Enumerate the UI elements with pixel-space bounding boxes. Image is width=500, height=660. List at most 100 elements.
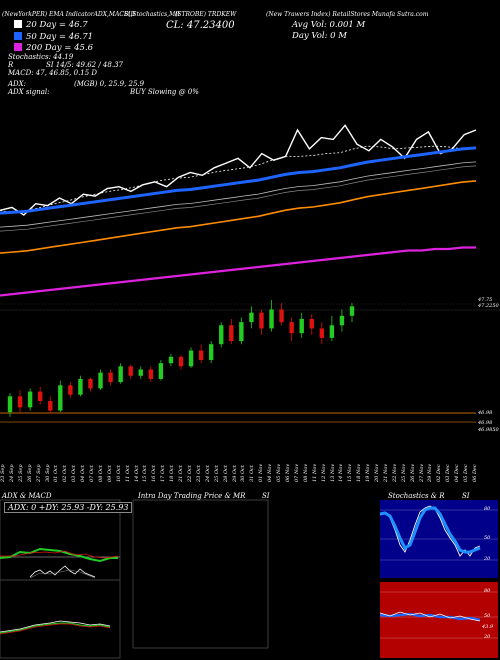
- date-tick-label: 03 Oct: [71, 465, 78, 482]
- date-tick-label: 10 Oct: [115, 465, 122, 482]
- date-tick-label: 07 Oct: [89, 465, 96, 482]
- intra-panel-si: SI: [262, 492, 270, 500]
- date-tick-label: 29 Nov: [427, 463, 434, 482]
- candle-body: [158, 363, 164, 379]
- candle-body: [289, 322, 294, 334]
- date-tick-label: 23 Sep: [0, 464, 6, 482]
- rsi-tick-20: 20: [484, 634, 491, 640]
- candle-body: [279, 309, 284, 323]
- date-tick-label: 01 Nov: [258, 463, 265, 482]
- header-ticker: (STROBE) TRDKEW: [175, 11, 237, 18]
- date-tick-label: 04 Nov: [267, 463, 274, 482]
- macd-signal: [29, 569, 96, 579]
- intra-panel-frame: [132, 499, 269, 649]
- rsi-line-a: [379, 612, 481, 622]
- date-tick-label: 30 Sep: [44, 464, 51, 482]
- macd-lower-green: [0, 622, 111, 634]
- candle-body: [17, 396, 23, 408]
- legend-ema200: 200 Day = 45.6: [14, 43, 93, 53]
- avg-volume: Avg Vol: 0.001 M: [292, 20, 366, 30]
- ema100-line: [0, 180, 477, 254]
- date-tick-label: 05 Nov: [276, 463, 283, 482]
- legend-adx-values: (MGB) 0, 25.9, 25.9: [74, 80, 145, 88]
- close-price-line: [0, 124, 477, 216]
- date-tick-label: 24 Oct: [204, 465, 211, 482]
- candle-body: [178, 356, 184, 367]
- date-tick-label: 07 Nov: [293, 463, 300, 482]
- price-label-upper-a: 47.75: [478, 297, 493, 303]
- legend-adx: ADX:: [8, 80, 27, 88]
- candle-body: [188, 350, 194, 367]
- candle-body: [239, 322, 244, 342]
- adx-panel-title: ADX & MACD: [2, 492, 52, 500]
- date-tick-label: 11 Nov: [311, 463, 318, 482]
- ema50-line: [0, 146, 477, 215]
- date-tick-label: 26 Sep: [26, 464, 33, 482]
- date-tick-label: 30 Oct: [240, 465, 247, 482]
- candle-body: [249, 312, 254, 323]
- date-tick-label: 18 Nov: [356, 463, 363, 482]
- adx-panel-frame: [0, 499, 121, 659]
- candle-body: [329, 325, 335, 338]
- candle-body: [138, 369, 143, 376]
- date-tick-label: 21 Nov: [382, 463, 389, 482]
- stoch-panel-bg: [380, 500, 498, 578]
- adx-plus-line: [0, 547, 118, 563]
- stoch-tick-50: 50: [484, 535, 491, 541]
- rsi-panel-bg: [380, 582, 498, 658]
- candle-body: [78, 378, 83, 395]
- date-tick-label: 26 Nov: [409, 463, 416, 482]
- header-mid: SI,Stochastics,MR: [124, 11, 180, 18]
- header-left: (NewYorkPER) EMA IndicatorADX,MACD,B: [2, 11, 135, 18]
- price-label-low-b: 46.98: [478, 420, 493, 426]
- date-tick-label: 19 Nov: [365, 463, 372, 482]
- date-tick-label: 31 Oct: [249, 465, 256, 482]
- candle-body: [269, 309, 274, 329]
- stoch-panel-si: SI: [462, 492, 470, 500]
- stoch-panel-title: Stochastics & R: [388, 492, 445, 500]
- legend-macd: MACD: 47, 46.85, 0.15 D: [8, 69, 98, 77]
- adx-value-box: ADX: 0 +DY: 25.93 -DY: 25.93: [4, 502, 133, 513]
- legend-rsi-prefix: R: [8, 61, 14, 69]
- date-tick-label: 06 Dec: [472, 464, 478, 482]
- price-label-low-a: 46.98: [478, 410, 493, 416]
- ema-grey-line-2: [0, 165, 477, 232]
- rsi-line-b: [379, 611, 481, 622]
- legend-rsi: SI 14/5: 49.62 / 48.37: [46, 61, 123, 69]
- macd-lower-red: [0, 623, 111, 635]
- date-tick-label: 25 Sep: [17, 464, 24, 482]
- date-tick-label: 02 Dec: [436, 464, 443, 482]
- candle-body: [208, 344, 214, 360]
- legend-ema50: 50 Day = 46.71: [14, 32, 93, 42]
- date-tick-label: 28 Oct: [222, 465, 229, 482]
- ema-grey-line-1: [0, 161, 477, 228]
- date-tick-label: 03 Dec: [445, 464, 452, 482]
- rsi-tick-80: 80: [484, 588, 491, 594]
- candle-body: [98, 372, 103, 389]
- day-volume: Day Vol: 0 M: [292, 31, 347, 41]
- candle-body: [229, 325, 234, 342]
- candle-body: [68, 385, 73, 395]
- macd-line: [29, 565, 96, 578]
- date-tick-label: 22 Nov: [391, 463, 398, 482]
- date-tick-label: 15 Oct: [142, 465, 149, 482]
- date-tick-label: 21 Oct: [178, 465, 185, 482]
- legend-ema20: 20 Day = 46.7: [14, 20, 88, 30]
- date-tick-label: 27 Nov: [418, 463, 425, 482]
- stoch-tick-20: 20: [484, 556, 491, 562]
- close-label: CL: 47.23400: [166, 20, 235, 31]
- candle-body: [128, 366, 133, 376]
- legend-buy-signal: BUY Slowing @ 0%: [130, 88, 199, 96]
- date-tick-label: 14 Nov: [338, 463, 345, 482]
- rsi-tick-50: 50: [484, 613, 491, 619]
- candle-body: [219, 325, 224, 345]
- candle-body: [309, 318, 314, 329]
- date-tick-label: 23 Oct: [195, 465, 202, 482]
- candle-body: [299, 318, 304, 334]
- price-label-low-c: 46.9850: [478, 427, 499, 433]
- ema20-line: [0, 145, 476, 214]
- date-tick-label: 08 Oct: [97, 465, 104, 482]
- price-label-upper-b: 47.2250: [478, 303, 499, 309]
- candle-body: [27, 391, 33, 408]
- candle-body: [118, 366, 123, 383]
